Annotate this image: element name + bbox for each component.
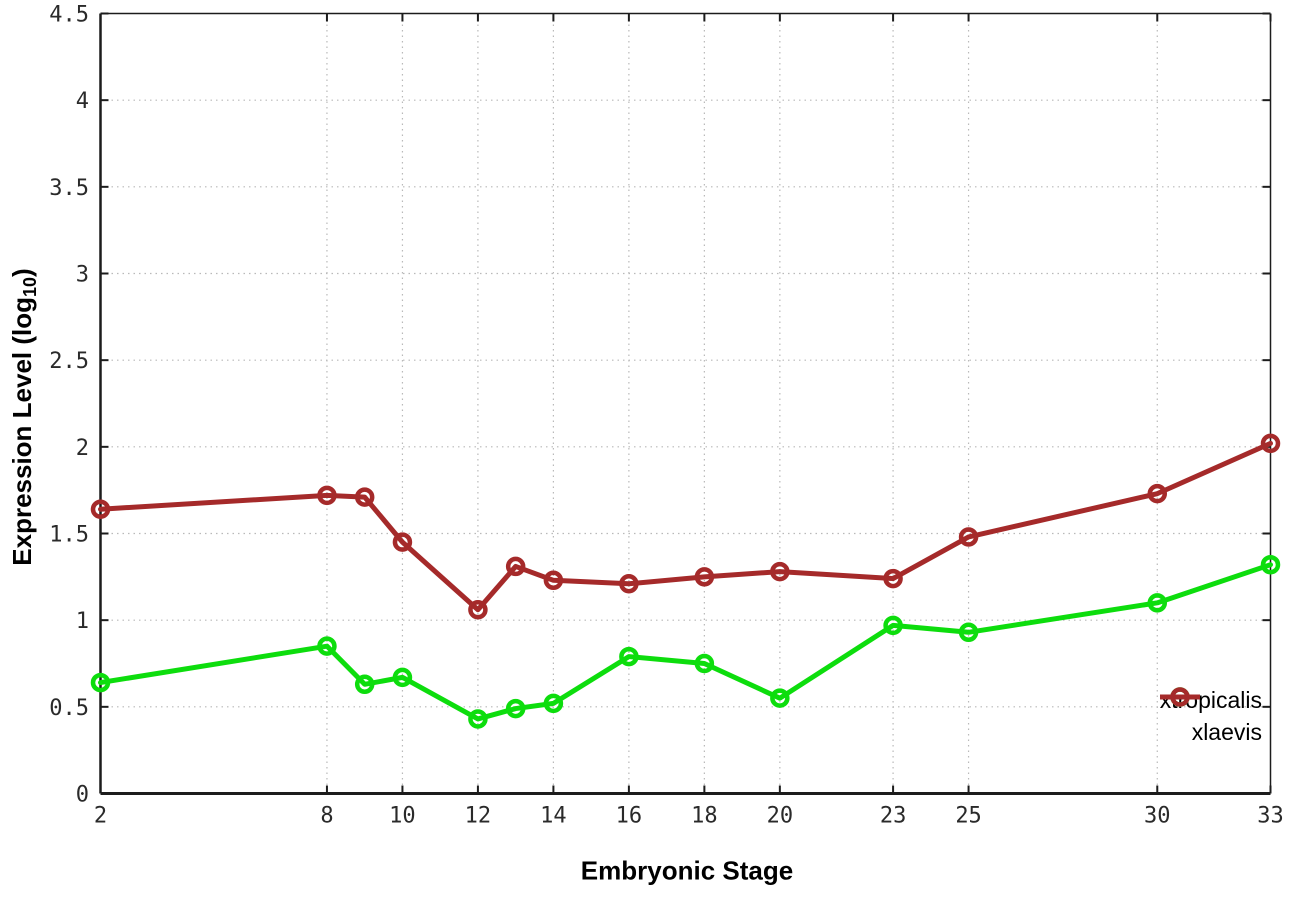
x-tick-label: 2 [94, 804, 107, 829]
x-tick-label: 18 [691, 804, 718, 829]
data-point-dot-xlaevis [627, 581, 631, 586]
y-axis-title-subscript: 10 [20, 276, 40, 297]
x-tick-label: 25 [955, 804, 982, 829]
y-axis-title-close: ) [7, 268, 37, 277]
data-point-xlaevis [770, 561, 790, 582]
data-point-xlaevis [1147, 483, 1168, 504]
legend-label-xlaevis: xlaevis [1191, 718, 1262, 745]
data-point-xtropicalis [619, 646, 639, 667]
data-point-dot-xtropicalis [966, 630, 971, 635]
data-point-xlaevis [354, 487, 375, 507]
data-point-dot-xlaevis [1155, 491, 1160, 496]
data-point-dot-xtropicalis [400, 675, 405, 680]
data-point-xlaevis [392, 532, 413, 552]
y-axis-title-text: Expression Level (log [7, 296, 37, 566]
data-point-dot-xtropicalis [1268, 562, 1273, 567]
y-tick-label: 3.5 [49, 176, 89, 201]
data-point-dot-xtropicalis [362, 682, 367, 687]
data-point-xtropicalis [317, 636, 337, 656]
data-point-dot-xtropicalis [778, 696, 782, 700]
data-point-xtropicalis [468, 709, 488, 729]
data-point-xtropicalis [1260, 554, 1281, 575]
data-point-dot-xlaevis [1268, 441, 1273, 446]
data-point-dot-xlaevis [325, 493, 329, 498]
data-point-dot-xlaevis [891, 576, 895, 581]
y-axis-title: Expression Level (log10) [7, 268, 41, 565]
data-point-dot-xlaevis [966, 535, 971, 539]
data-point-dot-xtropicalis [513, 706, 518, 711]
data-point-xlaevis [90, 499, 111, 519]
x-tick-label: 8 [320, 804, 333, 829]
legend: xtropicalis xlaevis [1159, 684, 1262, 748]
legend-row-xlaevis: xlaevis [1159, 687, 1262, 748]
data-point-dot-xtropicalis [551, 701, 556, 706]
data-point-xlaevis [883, 568, 903, 589]
data-point-xtropicalis [543, 693, 564, 714]
data-point-dot-xtropicalis [627, 654, 631, 659]
data-point-dot-xtropicalis [476, 717, 480, 721]
data-point-xtropicalis [770, 688, 790, 708]
legend-marker-icon [1159, 687, 1200, 707]
y-tick-label: 4.5 [49, 3, 89, 28]
x-tick-label: 10 [389, 804, 416, 829]
y-tick-label: 2.5 [49, 349, 89, 374]
data-point-xlaevis [1260, 433, 1281, 454]
data-point-dot-xlaevis [513, 564, 518, 569]
data-point-xlaevis [505, 556, 526, 577]
y-tick-label: 1.5 [49, 523, 89, 548]
data-point-dot-xlaevis [362, 495, 367, 499]
x-tick-label: 33 [1257, 804, 1284, 829]
x-tick-label: 14 [540, 804, 567, 829]
data-point-dot-xtropicalis [702, 661, 707, 666]
data-point-xlaevis [543, 570, 564, 591]
data-point-dot-xlaevis [702, 575, 707, 579]
data-point-dot-xtropicalis [98, 680, 103, 685]
data-point-dot-xtropicalis [1155, 601, 1160, 605]
data-point-xtropicalis [90, 672, 111, 693]
data-point-xlaevis [694, 567, 715, 587]
data-point-xtropicalis [354, 674, 375, 695]
data-point-dot-xlaevis [400, 540, 405, 544]
data-point-xlaevis [958, 527, 979, 547]
x-tick-label: 30 [1144, 804, 1171, 829]
data-point-xlaevis [468, 600, 488, 620]
series-line-xtropicalis [98, 562, 1273, 722]
data-point-dot-xlaevis [98, 507, 103, 512]
data-point-xtropicalis [392, 667, 413, 688]
x-tick-label: 20 [767, 804, 794, 829]
series-line-xlaevis [98, 440, 1273, 613]
y-tick-label: 3 [76, 263, 89, 288]
x-tick-label: 23 [880, 804, 907, 829]
x-axis-title: Embryonic Stage [580, 855, 794, 886]
y-tick-label: 0.5 [49, 696, 89, 721]
data-point-dot-xtropicalis [891, 623, 895, 628]
data-point-xtropicalis [505, 698, 526, 719]
y-tick-label: 4 [76, 89, 89, 114]
y-tick-label: 0 [76, 783, 89, 808]
data-point-xlaevis [619, 574, 639, 594]
data-point-xlaevis [317, 485, 337, 506]
data-point-xtropicalis [694, 653, 715, 674]
data-point-xtropicalis [883, 615, 903, 636]
x-tick-label: 16 [616, 804, 643, 829]
data-point-dot-xlaevis [476, 607, 480, 612]
data-point-dot-xlaevis [551, 578, 556, 583]
y-tick-label: 2 [76, 436, 89, 461]
x-tick-label: 12 [465, 804, 492, 829]
data-point-dot-xlaevis [778, 569, 782, 574]
data-point-xtropicalis [958, 622, 979, 643]
data-point-dot-xtropicalis [325, 644, 329, 648]
data-point-xtropicalis [1147, 593, 1168, 613]
y-tick-label: 1 [76, 609, 89, 634]
